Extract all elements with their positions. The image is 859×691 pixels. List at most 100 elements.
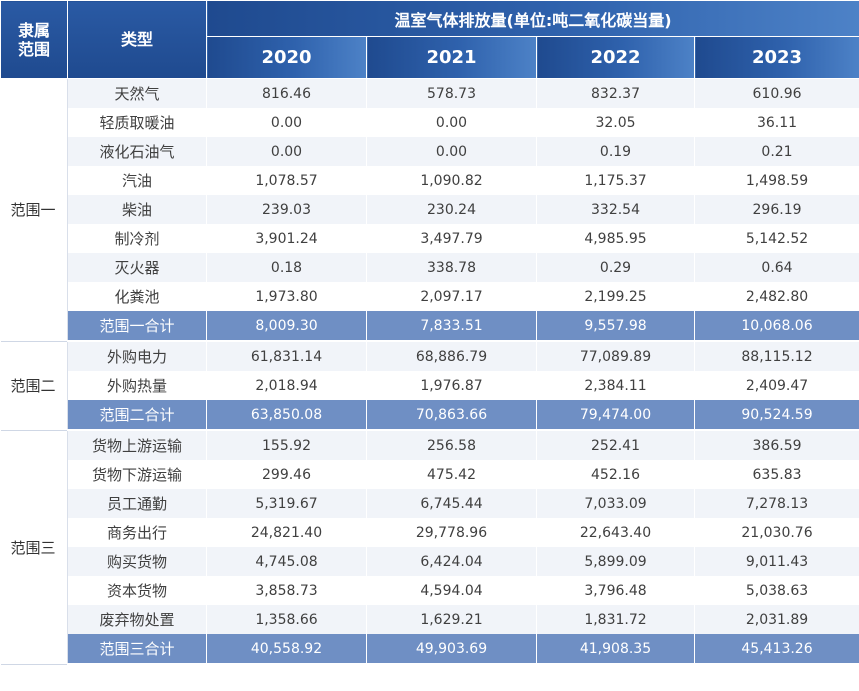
table-row: 废弃物处置 1,358.66 1,629.21 1,831.72 2,031.89 [1, 605, 859, 634]
total-value-cell: 45,413.26 [694, 634, 859, 665]
value-cell: 1,831.72 [536, 605, 695, 634]
table-row: 轻质取暖油 0.00 0.00 32.05 36.11 [1, 108, 859, 137]
value-cell: 3,858.73 [206, 576, 367, 605]
category-label: 员工通勤 [67, 489, 207, 518]
value-cell: 9,011.43 [694, 547, 859, 576]
value-cell: 77,089.89 [536, 341, 695, 371]
header-scope: 隶属 范围 [0, 0, 68, 79]
table-row: 员工通勤 5,319.67 6,745.44 7,033.09 7,278.13 [1, 489, 859, 518]
total-value-cell: 70,863.66 [366, 400, 537, 431]
category-label: 废弃物处置 [67, 605, 207, 634]
header-year: 2023 [693, 36, 859, 79]
value-cell: 5,899.09 [536, 547, 695, 576]
value-cell: 610.96 [694, 78, 859, 108]
header-year: 2021 [366, 36, 537, 79]
total-row: 范围一合计 8,009.30 7,833.51 9,557.98 10,068.06 [1, 311, 859, 342]
value-cell: 1,498.59 [694, 166, 859, 195]
value-cell: 239.03 [206, 195, 367, 224]
value-cell: 155.92 [206, 430, 367, 460]
value-cell: 299.46 [206, 460, 367, 489]
value-cell: 635.83 [694, 460, 859, 489]
total-value-cell: 40,558.92 [206, 634, 367, 665]
value-cell: 24,821.40 [206, 518, 367, 547]
table-row: 液化石油气 0.00 0.00 0.19 0.21 [1, 137, 859, 166]
header-type: 类型 [67, 0, 207, 79]
total-label: 范围三合计 [67, 634, 207, 665]
table-header: 隶属 范围 类型 温室气体排放量(单位:吨二氧化碳当量) 2020 2021 2… [0, 0, 859, 79]
value-cell: 256.58 [366, 430, 537, 460]
value-cell: 22,643.40 [536, 518, 695, 547]
value-cell: 7,278.13 [694, 489, 859, 518]
value-cell: 7,033.09 [536, 489, 695, 518]
value-cell: 1,973.80 [206, 282, 367, 311]
value-cell: 338.78 [366, 253, 537, 282]
value-cell: 1,175.37 [536, 166, 695, 195]
value-cell: 61,831.14 [206, 341, 367, 371]
table-row: 购买货物 4,745.08 6,424.04 5,899.09 9,011.43 [1, 547, 859, 576]
table-row: 资本货物 3,858.73 4,594.04 3,796.48 5,038.63 [1, 576, 859, 605]
table-row: 柴油 239.03 230.24 332.54 296.19 [1, 195, 859, 224]
value-cell: 475.42 [366, 460, 537, 489]
value-cell: 1,358.66 [206, 605, 367, 634]
value-cell: 252.41 [536, 430, 695, 460]
table-row: 灭火器 0.18 338.78 0.29 0.64 [1, 253, 859, 282]
value-cell: 2,409.47 [694, 371, 859, 400]
category-label: 商务出行 [67, 518, 207, 547]
value-cell: 816.46 [206, 78, 367, 108]
value-cell: 230.24 [366, 195, 537, 224]
category-label: 外购电力 [67, 341, 207, 371]
value-cell: 0.00 [366, 108, 537, 137]
category-label: 天然气 [67, 78, 207, 108]
value-cell: 1,629.21 [366, 605, 537, 634]
category-label: 外购热量 [67, 371, 207, 400]
total-label: 范围二合计 [67, 400, 207, 431]
value-cell: 5,319.67 [206, 489, 367, 518]
value-cell: 2,482.80 [694, 282, 859, 311]
total-value-cell: 90,524.59 [694, 400, 859, 431]
total-value-cell: 49,903.69 [366, 634, 537, 665]
value-cell: 2,031.89 [694, 605, 859, 634]
value-cell: 3,497.79 [366, 224, 537, 253]
value-cell: 296.19 [694, 195, 859, 224]
value-cell: 2,018.94 [206, 371, 367, 400]
value-cell: 0.00 [206, 108, 367, 137]
category-label: 货物下游运输 [67, 460, 207, 489]
table-row: 化粪池 1,973.80 2,097.17 2,199.25 2,482.80 [1, 282, 859, 311]
value-cell: 0.00 [366, 137, 537, 166]
category-label: 灭火器 [67, 253, 207, 282]
value-cell: 6,424.04 [366, 547, 537, 576]
value-cell: 21,030.76 [694, 518, 859, 547]
value-cell: 386.59 [694, 430, 859, 460]
value-cell: 832.37 [536, 78, 695, 108]
value-cell: 1,078.57 [206, 166, 367, 195]
value-cell: 0.19 [536, 137, 695, 166]
value-cell: 5,142.52 [694, 224, 859, 253]
value-cell: 4,985.95 [536, 224, 695, 253]
total-row: 范围二合计 63,850.08 70,863.66 79,474.00 90,524.5… [1, 400, 859, 431]
total-label: 范围一合计 [67, 311, 207, 342]
category-label: 柴油 [67, 195, 207, 224]
value-cell: 578.73 [366, 78, 537, 108]
category-label: 液化石油气 [67, 137, 207, 166]
table-row: 范围二 外购电力 61,831.14 68,886.79 77,089.89 88,115… [0, 341, 859, 431]
value-cell: 32.05 [536, 108, 695, 137]
total-value-cell: 79,474.00 [536, 400, 695, 431]
table-row: 货物下游运输 299.46 475.42 452.16 635.83 [1, 460, 859, 489]
total-value-cell: 10,068.06 [694, 311, 859, 342]
value-cell: 1,090.82 [366, 166, 537, 195]
scope-label: 范围一 [0, 78, 68, 342]
category-label: 化粪池 [67, 282, 207, 311]
table-row: 范围一 天然气 816.46 578.73 832.37 610.96 [0, 78, 859, 342]
value-cell: 68,886.79 [366, 341, 537, 371]
value-cell: 5,038.63 [694, 576, 859, 605]
table-row: 范围三 货物上游运输 155.92 256.58 252.41 386.59 [0, 430, 859, 665]
value-cell: 0.21 [694, 137, 859, 166]
emissions-table: 隶属 范围 类型 温室气体排放量(单位:吨二氧化碳当量) 2020 2021 2… [0, 0, 859, 665]
category-label: 购买货物 [67, 547, 207, 576]
category-label: 制冷剂 [67, 224, 207, 253]
value-cell: 0.18 [206, 253, 367, 282]
value-cell: 452.16 [536, 460, 695, 489]
header-year: 2020 [206, 36, 367, 79]
table-row: 汽油 1,078.57 1,090.82 1,175.37 1,498.59 [1, 166, 859, 195]
value-cell: 0.64 [694, 253, 859, 282]
